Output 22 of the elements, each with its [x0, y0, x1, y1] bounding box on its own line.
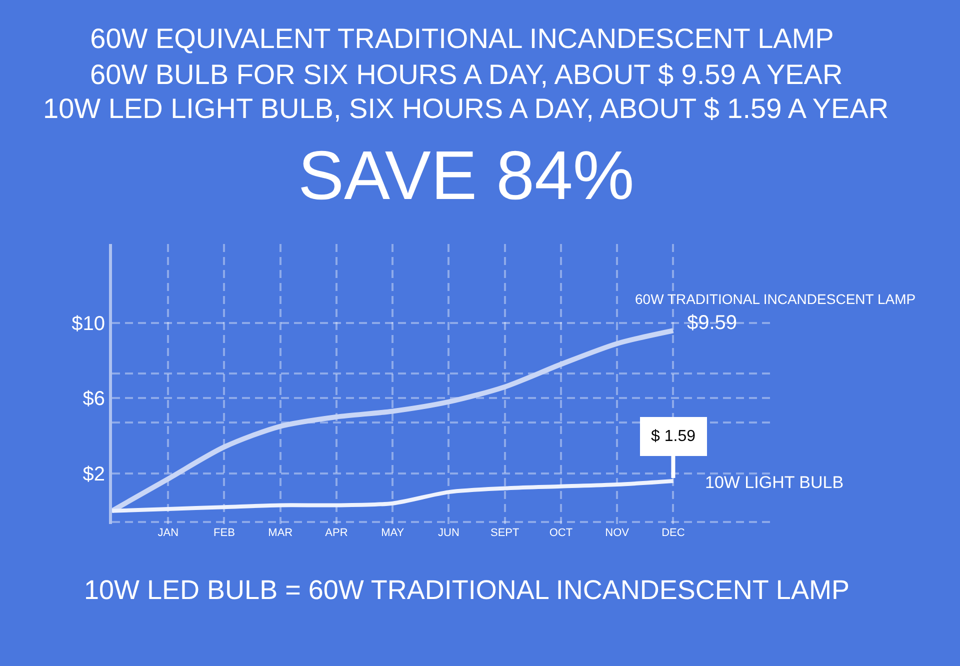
- y-tick-label: $2: [82, 463, 105, 486]
- y-tick-label: $10: [72, 312, 105, 335]
- x-tick-label: JUN: [438, 527, 460, 539]
- x-tick-label: FEB: [214, 527, 235, 539]
- series-label: 10W LIGHT BULB: [705, 473, 844, 492]
- chart-subtitle: 60W BULB FOR SIX HOURS A DAY, ABOUT $ 9.59 A YEAR 10W LED LIGHT BULB, SIX HOURS A DAY, ABOUT $ 1.59 A YEAR: [43, 59, 889, 124]
- x-tick-label: MAY: [381, 527, 405, 539]
- text: SAVE 84%: [298, 137, 634, 214]
- chart-title: 60W EQUIVALENT TRADITIONAL INCANDESCENT LAMP: [90, 22, 834, 54]
- x-tick-label: JAN: [158, 527, 179, 539]
- x-tick-label: DEC: [662, 527, 685, 539]
- line-series: [112, 478, 676, 513]
- x-tick-label: SEPT: [490, 527, 520, 539]
- text: 60W TRADITIONAL INCANDESCENT LAMP: [635, 291, 916, 307]
- data-label: $9.59: [687, 312, 738, 334]
- x-tick-label: MAR: [268, 527, 293, 539]
- y-tick-label: $6: [82, 388, 105, 410]
- data-label: $ 1.59: [651, 428, 696, 445]
- x-tick-label: NOV: [605, 527, 630, 539]
- text: 10W LED BULB = 60W TRADITIONAL INCANDESCENT LAMP: [84, 575, 850, 605]
- x-tick-label: OCT: [549, 527, 573, 539]
- x-tick-label: APR: [325, 527, 348, 539]
